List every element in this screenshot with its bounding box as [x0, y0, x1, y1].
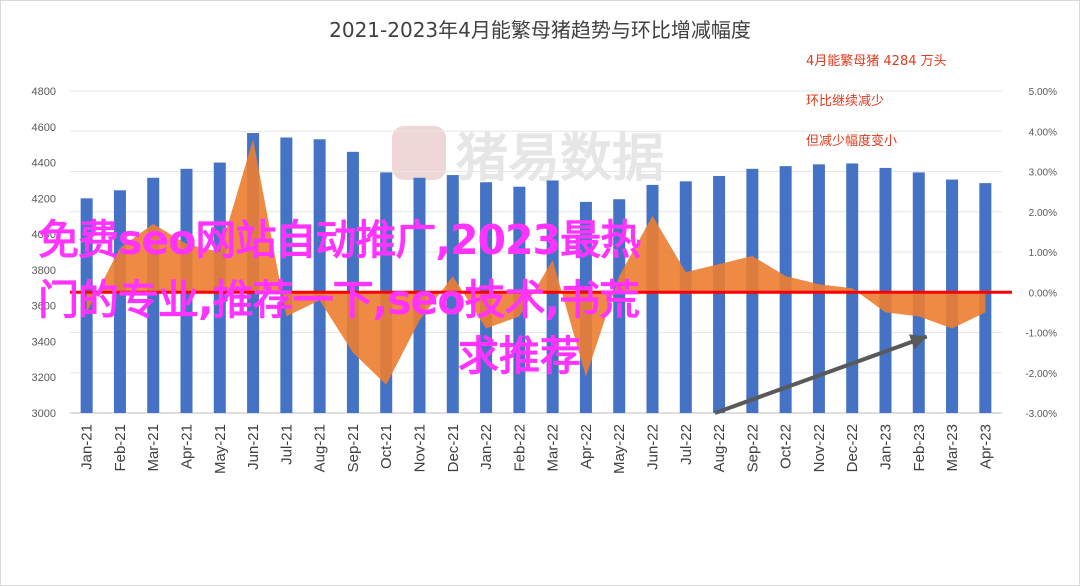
area-series: [86, 139, 986, 385]
bar: [679, 181, 692, 413]
bar: [879, 167, 892, 413]
watermark: 猪易数据: [456, 129, 665, 189]
y-right-ticks: 5.00% 4.00% 3.00% 2.00% 1.00% 0.00% -1.00% -2.0…: [1025, 87, 1057, 420]
x-tick-label: Sep-22: [744, 424, 761, 472]
y-left-tick-label: 3800: [32, 265, 56, 277]
y-left-tick-label: 3000: [32, 408, 56, 420]
x-tick-label: Jan-23: [878, 424, 895, 470]
x-tick-label: Dec-21: [445, 424, 462, 472]
overlay-text-line-2: 门的专业,推荐一下,seo技术,书荒: [38, 276, 640, 324]
y-right-tick-label: -1.00%: [1025, 329, 1057, 340]
y-right-tick-label: 2.00%: [1029, 208, 1057, 219]
y-right-tick-label: -2.00%: [1025, 369, 1057, 380]
y-left-tick-label: 4200: [32, 193, 56, 205]
x-tick-label: Mar-22: [545, 424, 562, 472]
x-tick-label: Oct-21: [378, 424, 395, 469]
overlay-text-line-3: 求推荐: [458, 332, 581, 380]
x-tick-label: Apr-23: [977, 424, 994, 469]
x-tick-label: Mar-23: [944, 424, 961, 472]
bar: [546, 180, 559, 413]
x-tick-label: Feb-22: [511, 424, 528, 472]
x-tick-label: Jun-22: [645, 424, 662, 470]
y-right-tick-label: 0.00%: [1029, 288, 1057, 299]
trend-arrow: [714, 334, 928, 415]
x-tick-label: Feb-23: [911, 424, 928, 472]
x-tick-label: Apr-22: [578, 424, 595, 469]
y-right-tick-label: 4.00%: [1029, 127, 1057, 138]
y-right-tick-label: -3.00%: [1025, 409, 1057, 420]
annotation-1: 4月能繁母猪 4284 万头: [806, 54, 947, 69]
bar: [313, 139, 326, 414]
x-tick-label: May-22: [611, 424, 628, 474]
x-tick-label: Nov-22: [811, 424, 828, 472]
x-tick-label: Mar-21: [145, 424, 162, 472]
y-left-tick-label: 4600: [32, 122, 56, 134]
x-tick-label: Feb-21: [112, 424, 129, 472]
arrow-shaft: [714, 334, 928, 415]
y-right-tick-label: 3.00%: [1029, 168, 1057, 179]
bar: [613, 199, 626, 413]
x-tick-label: Jan-22: [478, 424, 495, 470]
y-left-tick-label: 3400: [32, 336, 56, 348]
annotation-3: 但减少幅度变小: [806, 134, 898, 149]
y-left-tick-label: 3200: [32, 372, 56, 384]
x-tick-label: Oct-22: [778, 424, 795, 469]
arrow-head-icon: [909, 334, 927, 350]
y-left-tick-label: 4800: [32, 86, 56, 98]
x-tick-label: Jun-21: [245, 424, 262, 470]
x-tick-label: Aug-22: [711, 424, 728, 472]
x-tick-label: Jul-22: [678, 424, 695, 465]
y-left-tick-label: 4000: [32, 229, 56, 241]
annotation-2: 环比继续减少: [806, 94, 885, 109]
x-tick-label: Dec-22: [844, 424, 861, 472]
y-right-tick-label: 5.00%: [1029, 87, 1057, 98]
x-tick-label: Jul-21: [278, 424, 295, 465]
x-tick-label: Jan-21: [79, 424, 96, 470]
x-ticks: Jan-21 Feb-21 Mar-21 Apr-21 May-21 Jun-21 Jul-…: [79, 424, 995, 474]
chart-title: 2021-2023年4月能繁母猪趋势与环比增减幅度: [329, 18, 751, 42]
x-tick-label: Sep-21: [345, 424, 362, 472]
y-left-tick-label: 4400: [32, 158, 56, 170]
area-mom-change: [86, 139, 986, 385]
y-left-ticks: 4800 4600 4400 4200 4000 3800 3600 3400 3200 3000: [32, 86, 56, 420]
overlay-text-line-1: 免费seo网站自动推广,2023最热: [38, 216, 641, 264]
x-tick-label: May-21: [212, 424, 229, 474]
x-tick-label: Aug-21: [312, 424, 329, 472]
x-tick-label: Nov-21: [412, 424, 429, 472]
y-left-tick-label: 3600: [32, 301, 56, 313]
bar: [446, 175, 459, 413]
y-right-tick-label: 1.00%: [1029, 248, 1057, 259]
bar: [713, 175, 726, 413]
x-tick-label: Apr-21: [179, 424, 196, 469]
bar: [280, 137, 293, 413]
